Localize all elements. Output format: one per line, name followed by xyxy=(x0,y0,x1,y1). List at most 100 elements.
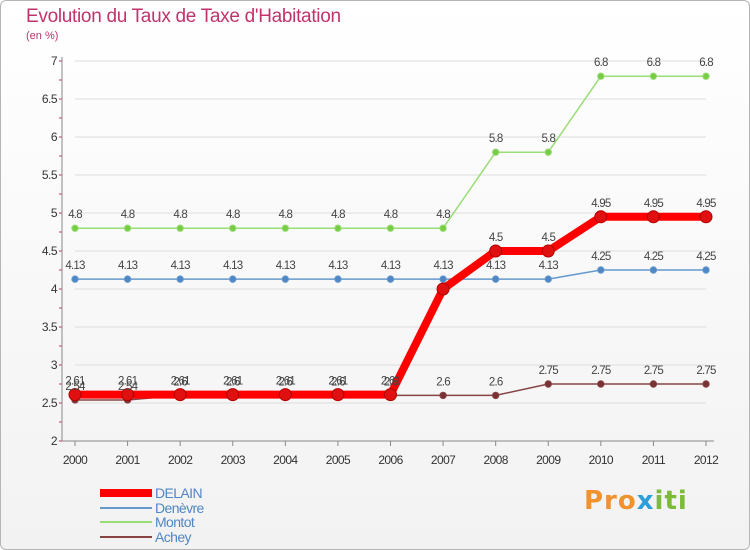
data-point-denevre xyxy=(597,266,605,274)
data-label-delain: 2.61 xyxy=(118,376,138,388)
data-point-denevre xyxy=(702,266,710,274)
y-tick-label: 4.5 xyxy=(42,244,58,258)
data-label-delain: 4.95 xyxy=(696,198,716,210)
data-point-montot xyxy=(439,224,447,232)
data-label-delain: 2.61 xyxy=(328,376,348,388)
data-label-achey: 2.6 xyxy=(384,376,398,388)
data-point-denevre xyxy=(71,275,79,283)
data-label-achey: 2.6 xyxy=(489,376,503,388)
data-point-delain xyxy=(173,388,187,402)
data-label-denevre: 4.13 xyxy=(171,260,191,272)
data-point-denevre xyxy=(544,275,552,283)
y-tick-label: 5 xyxy=(51,206,58,220)
data-label-montot: 4.8 xyxy=(226,209,240,221)
x-tick-label-2002: 2002 xyxy=(168,453,193,467)
data-point-delain xyxy=(594,210,608,224)
data-label-montot: 4.8 xyxy=(384,209,398,221)
data-label-montot: 4.8 xyxy=(68,209,82,221)
legend-label-denevre: Denèvre xyxy=(155,499,204,516)
data-label-denevre: 4.13 xyxy=(381,260,401,272)
data-label-delain: 2.61 xyxy=(171,376,191,388)
data-point-montot xyxy=(544,148,552,156)
data-point-denevre xyxy=(281,275,290,283)
data-label-denevre: 4.13 xyxy=(486,260,506,272)
data-label-denevre: 4.13 xyxy=(65,260,85,272)
legend-swatch-achey xyxy=(100,535,152,538)
data-point-delain xyxy=(331,388,345,402)
y-axis-unit-label: (en %) xyxy=(26,30,59,42)
data-point-montot xyxy=(71,224,79,232)
data-point-denevre xyxy=(123,275,132,283)
data-point-denevre xyxy=(386,275,395,283)
data-point-denevre xyxy=(491,275,500,283)
data-point-montot xyxy=(281,224,290,232)
x-tick-label-2009: 2009 xyxy=(536,453,561,467)
data-label-delain: 4.5 xyxy=(541,232,555,244)
legend-label-achey: Achey xyxy=(155,528,192,545)
data-label-montot: 6.8 xyxy=(647,57,661,69)
data-point-montot xyxy=(649,72,658,80)
data-label-montot: 5.8 xyxy=(541,133,555,145)
data-label-achey: 2.6 xyxy=(331,376,345,388)
data-point-delain xyxy=(226,388,240,402)
data-label-montot: 4.8 xyxy=(331,209,345,221)
data-label-denevre: 4.13 xyxy=(539,260,559,272)
data-point-achey xyxy=(544,380,552,388)
data-label-montot: 4.8 xyxy=(436,209,450,221)
data-label-achey: 2.75 xyxy=(539,365,559,377)
x-tick-label-2011: 2011 xyxy=(642,453,666,467)
data-point-achey xyxy=(491,391,500,400)
data-point-montot xyxy=(176,224,184,232)
data-label-achey: 2.54 xyxy=(118,381,139,393)
data-point-montot xyxy=(491,148,500,156)
data-point-montot xyxy=(229,224,237,232)
x-tick-label-2001: 2001 xyxy=(115,453,140,467)
data-point-delain xyxy=(646,210,660,224)
x-tick-label-2012: 2012 xyxy=(694,453,719,467)
data-point-denevre xyxy=(439,275,447,283)
data-label-montot: 6.8 xyxy=(594,57,608,69)
logo-part-pro: Pro xyxy=(584,486,637,516)
data-label-achey: 2.75 xyxy=(644,365,664,377)
legend-swatch-delain xyxy=(100,489,152,497)
data-point-achey xyxy=(439,391,447,400)
data-label-achey: 2.54 xyxy=(65,381,86,393)
data-label-denevre: 4.13 xyxy=(276,260,296,272)
y-tick-label: 2 xyxy=(51,434,58,448)
data-point-montot xyxy=(702,72,710,80)
data-label-achey: 2.75 xyxy=(591,365,611,377)
data-label-denevre: 4.13 xyxy=(118,260,138,272)
data-label-montot: 6.8 xyxy=(699,57,713,69)
data-point-delain xyxy=(68,388,82,402)
x-tick-label-2006: 2006 xyxy=(378,453,403,467)
data-point-montot xyxy=(123,224,132,232)
data-label-delain: 2.61 xyxy=(276,376,296,388)
data-label-denevre: 4.13 xyxy=(433,260,453,272)
y-tick-label: 3 xyxy=(51,358,58,372)
data-point-montot xyxy=(334,224,342,232)
proxiti-logo: Proxiti xyxy=(584,486,688,516)
data-label-achey: 2.6 xyxy=(173,376,187,388)
x-tick-label-2003: 2003 xyxy=(221,453,246,467)
data-point-montot xyxy=(386,224,395,232)
x-tick-label-2008: 2008 xyxy=(484,453,509,467)
y-tick-label: 4 xyxy=(51,282,58,296)
data-label-delain: 4.5 xyxy=(489,232,503,244)
data-label-montot: 4.8 xyxy=(173,209,187,221)
x-tick-label-2010: 2010 xyxy=(589,453,614,467)
series-line-delain xyxy=(71,212,710,399)
y-tick-label: 6 xyxy=(51,130,58,144)
x-tick-label-2000: 2000 xyxy=(63,453,88,467)
data-label-denevre: 4.13 xyxy=(223,260,243,272)
data-label-denevre: 4.25 xyxy=(591,251,611,263)
y-tick-label: 3.5 xyxy=(42,320,58,334)
x-tick-label-2005: 2005 xyxy=(326,453,351,467)
legend-swatch-denevre xyxy=(100,506,152,509)
data-label-delain: 2.61 xyxy=(223,376,243,388)
data-label-montot: 4.8 xyxy=(279,209,293,221)
data-label-achey: 2.6 xyxy=(279,376,293,388)
data-point-delain xyxy=(384,388,397,402)
data-point-montot xyxy=(597,72,605,80)
